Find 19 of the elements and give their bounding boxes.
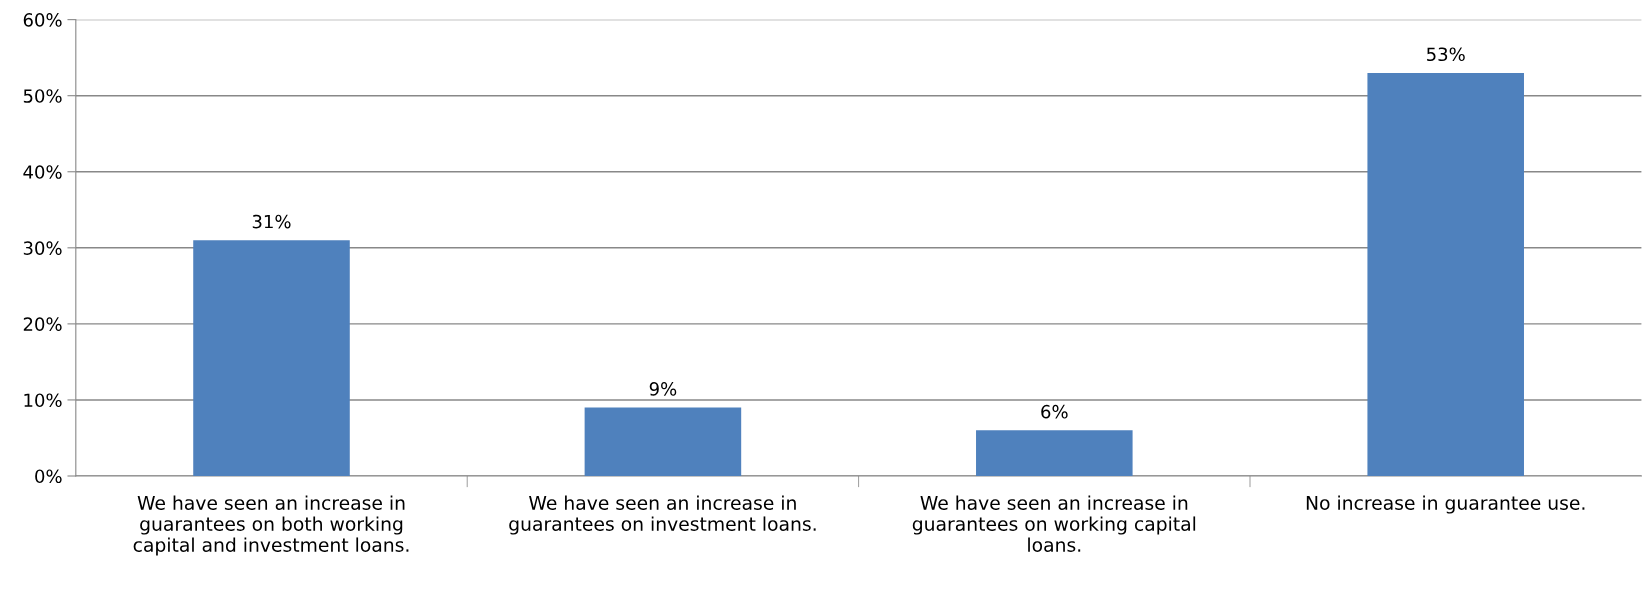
x-tick-label: No increase in guarantee use.	[1306, 495, 1585, 514]
data-label: 6%	[1041, 404, 1068, 419]
bar	[976, 430, 1133, 476]
x-tick-label: We have seen an increase in guarantees on investment loans.	[509, 495, 816, 535]
data-label: 53%	[1427, 47, 1465, 62]
data-label: 31%	[252, 214, 291, 229]
bar	[193, 240, 350, 476]
bar	[584, 407, 742, 476]
y-tick-label: 60%	[23, 13, 62, 27]
x-tick-label: We have seen an increase in guarantees on working capital loans.	[912, 495, 1196, 552]
y-tick-label: 10%	[24, 393, 62, 408]
y-tick-label: 30%	[23, 241, 62, 255]
y-tick-label: 50%	[23, 89, 62, 103]
y-tick-label: 0%	[35, 469, 62, 484]
data-label: 9%	[649, 382, 677, 396]
y-tick-label: 20%	[23, 317, 62, 331]
y-tick-label: 40%	[23, 165, 62, 179]
bar	[1367, 72, 1524, 476]
x-tick-label: We have seen an increase in guarantees on both working capital and investment loans.	[133, 495, 409, 556]
